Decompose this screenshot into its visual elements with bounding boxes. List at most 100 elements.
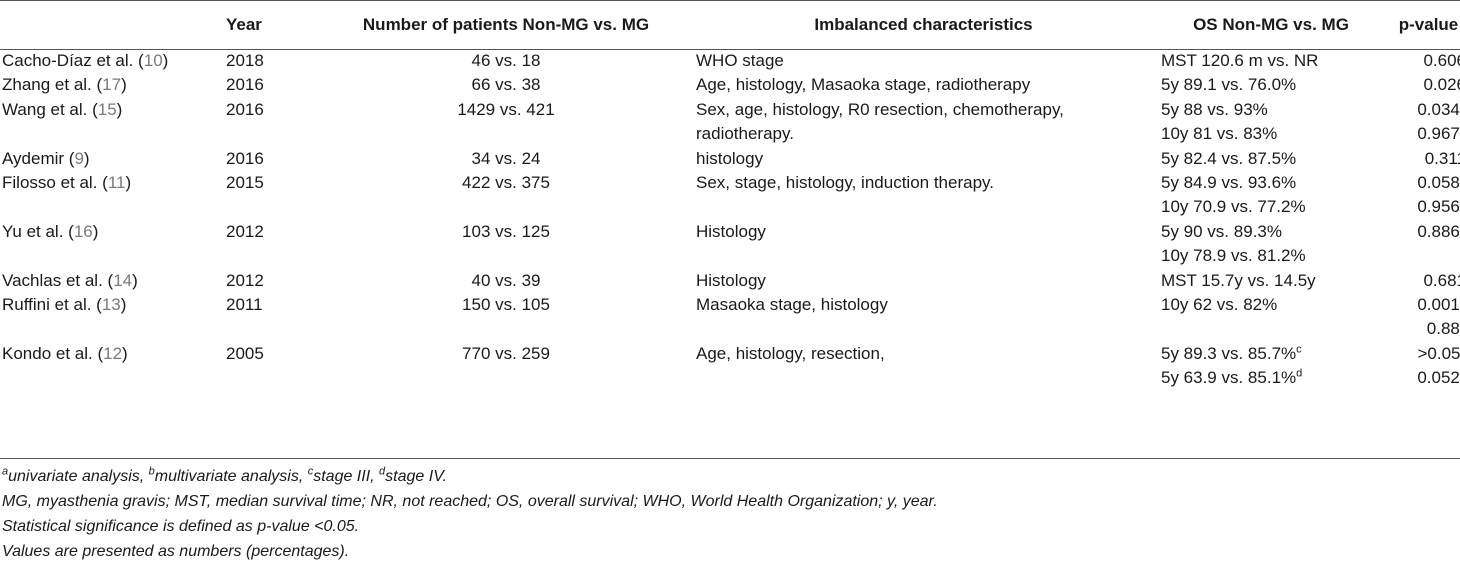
header-os: OS Non-MG vs. MG [1193, 14, 1349, 34]
cell-year [222, 244, 316, 268]
cell-pvalue: 0.886b [1381, 220, 1460, 244]
cell-number: 34 vs. 24 [471, 148, 541, 168]
os-value: 5y 84.9 vs. 93.6% [1161, 173, 1297, 193]
cell-imbalanced [696, 195, 1151, 219]
cell-number [316, 317, 696, 341]
cell-number [316, 366, 696, 390]
cell-study: Zhang et al. (17) [2, 75, 127, 95]
table-row: 5y 63.9 vs. 85.1%d0.052d [0, 366, 1460, 390]
cell-year: 2016 [226, 75, 264, 95]
cell-year [222, 195, 316, 219]
cell-pvalue: 0.606 [1381, 49, 1460, 73]
cell-pvalue: 0.681 [1381, 269, 1460, 293]
footnote-key-text: stage III, [313, 468, 380, 485]
cell-imbalanced: Sex, age, histology, R0 resection, chemo… [696, 99, 1064, 119]
footnote-key-text: multivariate analysis, [154, 468, 308, 485]
os-value: 5y 82.4 vs. 87.5% [1161, 148, 1297, 168]
cell-year [222, 122, 316, 146]
cell-imbalanced: Age, histology, resection, [696, 343, 885, 363]
footnote-abbreviations: MG, myasthenia gravis; MST, median survi… [2, 493, 938, 510]
cell-study [0, 366, 222, 390]
table-row: Kondo et al. (12) 2005 770 vs. 259 Age, his… [0, 342, 1460, 366]
reference-link[interactable]: 15 [97, 99, 117, 119]
cell-os: 5y 84.9 vs. 93.6% [1151, 171, 1381, 195]
reference-link[interactable]: 14 [113, 270, 133, 290]
cell-number: 40 vs. 39 [471, 270, 541, 290]
cell-year: 2012 [226, 270, 264, 290]
table-row: Yu et al. (16) 2012 103 vs. 125 Histology 5y… [0, 220, 1460, 244]
table-body: Cacho-Díaz et al. (10) 2018 46 vs. 18 WHO s… [0, 49, 1460, 391]
cell-study [0, 244, 222, 268]
cell-pvalue [1381, 244, 1460, 268]
cell-study: Ruffini et al. (13) [2, 295, 127, 315]
pvalue: 0.311 [1424, 148, 1460, 168]
footnote-abbrev-keys: aunivariate analysis, bmultivariate anal… [2, 464, 938, 489]
footnote-key-text: univariate analysis, [8, 468, 149, 485]
reference-link[interactable]: 13 [101, 295, 121, 315]
cell-number: 770 vs. 259 [462, 343, 550, 363]
reference-link[interactable]: 16 [73, 221, 93, 241]
footnote-key: b [148, 465, 155, 478]
cell-imbalanced [696, 366, 1151, 390]
cell-imbalanced: histology [696, 148, 764, 168]
cell-pvalue: 0.001a [1381, 293, 1460, 317]
footnote-key: a [2, 465, 9, 478]
cell-study [0, 122, 222, 146]
cell-year [222, 366, 316, 390]
cell-number: 66 vs. 38 [471, 75, 541, 95]
table-row: Vachlas et al. (14) 2012 40 vs. 39 Histolog… [0, 269, 1460, 293]
footnotes: aunivariate analysis, bmultivariate anal… [2, 464, 938, 564]
cell-os: 10y 78.9 vs. 81.2% [1151, 244, 1381, 268]
study-name: Filosso et al. ( [2, 173, 108, 193]
header-row: Year Number of patients Non-MG vs. MG Im… [0, 0, 1460, 49]
pvalue: 0.058 [1417, 173, 1460, 193]
header-pvalue: p-value [1398, 14, 1459, 34]
cell-os: 5y 63.9 vs. 85.1%d [1151, 366, 1381, 390]
os-value: 10y 81 vs. 83% [1161, 124, 1278, 144]
cell-study: Kondo et al. (12) [2, 343, 128, 363]
cell-pvalue: 0.967b [1381, 122, 1460, 146]
cell-number: 1429 vs. 421 [457, 99, 555, 119]
footnote-key: c [307, 465, 314, 478]
cell-os: 10y 70.9 vs. 77.2% [1151, 195, 1381, 219]
study-name: Vachlas et al. ( [2, 270, 114, 290]
cell-study: Yu et al. (16) [2, 221, 99, 241]
cell-year: 2016 [226, 148, 264, 168]
cell-imbalanced: Sex, stage, histology, induction therapy… [696, 173, 994, 193]
os-value: 10y 70.9 vs. 77.2% [1161, 197, 1306, 217]
cell-imbalanced [696, 317, 1151, 341]
table-row: Wang et al. (15) 2016 1429 vs. 421 Sex, age… [0, 98, 1460, 122]
cell-imbalanced: Histology [696, 221, 766, 241]
cell-pvalue: 0.956b [1381, 195, 1460, 219]
pvalue: 0.886 [1417, 221, 1460, 241]
cell-pvalue: 0.311 [1381, 147, 1460, 171]
cell-os: 5y 88 vs. 93% [1151, 98, 1381, 122]
reference-link[interactable]: 17 [102, 75, 122, 95]
table-row: Zhang et al. (17) 2016 66 vs. 38 Age, histo… [0, 73, 1460, 97]
study-name: Cacho-Díaz et al. ( [2, 51, 144, 70]
top-rule [0, 0, 1460, 1]
cell-pvalue: 0.058a [1381, 171, 1460, 195]
cell-number [316, 195, 696, 219]
cell-year [222, 317, 316, 341]
cell-imbalanced: Age, histology, Masaoka stage, radiother… [696, 75, 1031, 95]
cell-pvalue: 0.88b [1381, 317, 1460, 341]
pvalue: 0.88 [1426, 319, 1460, 339]
reference-link[interactable]: 10 [143, 51, 163, 70]
reference-link[interactable]: 12 [103, 343, 123, 363]
cell-os: MST 120.6 m vs. NR [1151, 49, 1381, 73]
reference-link[interactable]: 9 [74, 148, 84, 168]
cell-year: 2012 [226, 221, 264, 241]
footnote-key-text: stage IV. [385, 468, 448, 485]
study-name: Wang et al. ( [2, 99, 98, 119]
cell-imbalanced: WHO stage [696, 51, 784, 70]
pvalue: 0.967 [1417, 124, 1460, 144]
bottom-rule [0, 458, 1460, 459]
cell-pvalue: 0.026 [1381, 73, 1460, 97]
os-value: 5y 63.9 vs. 85.1% [1161, 368, 1297, 388]
cell-os: 10y 62 vs. 82% [1151, 293, 1381, 317]
header-imbalanced: Imbalanced characteristics [814, 14, 1033, 34]
cell-imbalanced [696, 244, 1151, 268]
reference-link[interactable]: 11 [107, 173, 126, 193]
